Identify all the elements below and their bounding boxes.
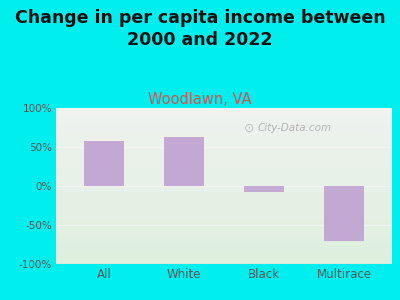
Text: ⊙: ⊙	[244, 122, 255, 135]
Text: Woodlawn, VA: Woodlawn, VA	[148, 92, 252, 106]
Bar	[84, 141, 124, 186]
Bar	[244, 186, 284, 192]
Text: City-Data.com: City-Data.com	[258, 123, 332, 133]
Text: Change in per capita income between
2000 and 2022: Change in per capita income between 2000…	[15, 9, 385, 49]
Bar	[324, 186, 364, 241]
Bar	[164, 137, 204, 186]
